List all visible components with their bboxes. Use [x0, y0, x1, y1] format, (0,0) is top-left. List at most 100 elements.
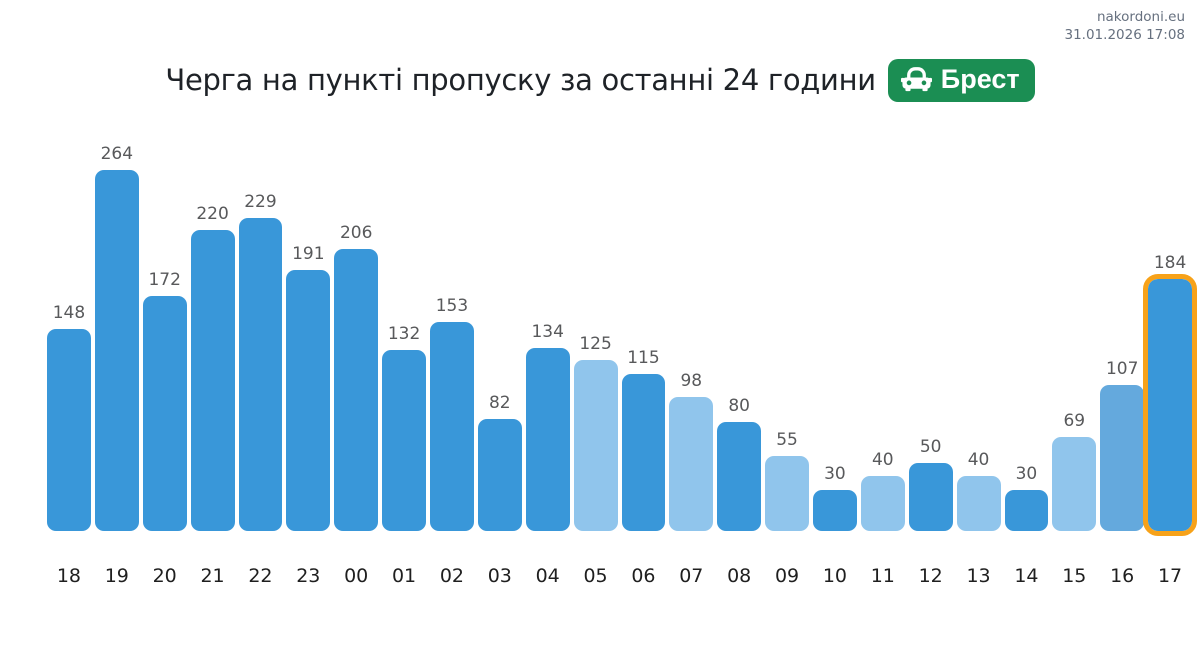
bar-value-label: 69 [1063, 411, 1086, 431]
bar-hour-19[interactable] [94, 170, 139, 531]
bar-value-label: 206 [339, 223, 373, 243]
bar-value-label: 55 [776, 430, 798, 450]
bar-hour-05[interactable] [573, 360, 618, 531]
bar-column: 40 [956, 140, 1001, 531]
bar-value-label: 125 [579, 334, 612, 354]
bar-value-label: 184 [1153, 253, 1187, 273]
bar-value-label: 82 [488, 393, 511, 413]
bar-value-label: 229 [244, 192, 277, 212]
bar-hour-22[interactable] [238, 218, 283, 531]
bar-hour-16[interactable] [1100, 385, 1145, 531]
x-tick-label-16: 16 [1110, 565, 1135, 587]
bar-hour-15[interactable] [1052, 437, 1097, 531]
bar-hour-20[interactable] [142, 296, 187, 531]
bar-hour-11[interactable] [860, 476, 905, 531]
checkpoint-badge-label: Брест [940, 63, 1020, 94]
bar-hour-02[interactable] [430, 322, 474, 531]
bar-column: 115 [621, 140, 666, 531]
site-name: nakordoni.eu [1096, 9, 1185, 25]
bar-value-label: 115 [627, 348, 660, 368]
bar-column: 134 [525, 140, 570, 531]
bar-value-label: 107 [1105, 359, 1139, 379]
bars: 148 264 172 220 229 191 206 132 153 82 134 125 115 98… [47, 140, 1197, 536]
x-axis-labels: 18 19 20 21 22 23 00 01 02 03 04 05 06 07 08 09 10 11 12 13… [47, 565, 1192, 587]
bar-hour-18[interactable] [47, 329, 91, 531]
checkpoint-badge[interactable]: Брест [887, 58, 1035, 102]
bar-column: 30 [1004, 140, 1049, 531]
x-tick-label-15: 15 [1062, 565, 1087, 587]
x-tick-label-22: 22 [248, 565, 273, 587]
chart-title: Черга на пункті пропуску за останні 24 г… [165, 63, 876, 97]
bar-column: 220 [190, 140, 235, 531]
bar-value-label: 220 [196, 204, 229, 224]
bar-column: 98 [669, 140, 714, 531]
x-tick-label-04: 04 [535, 565, 560, 587]
bar-column: 107 [1100, 140, 1145, 531]
bar-column: 172 [142, 140, 187, 531]
bar-value-label: 148 [52, 303, 86, 323]
bar-hour-07[interactable] [669, 397, 714, 531]
x-tick-label-08: 08 [727, 565, 752, 587]
x-tick-label-00: 00 [344, 565, 369, 587]
bar-column: 148 [47, 140, 91, 531]
bar-value-label: 40 [871, 450, 894, 470]
bar-hour-10[interactable] [813, 490, 857, 531]
queue-bar-chart: 148 264 172 220 229 191 206 132 153 82 134 125 115 98… [47, 140, 1197, 587]
title-row: Черга на пункті пропуску за останні 24 г… [0, 55, 1200, 105]
bar-hour-04[interactable] [525, 348, 570, 531]
x-tick-label-02: 02 [439, 565, 465, 587]
bar-value-label: 191 [292, 244, 325, 264]
bar-column: 191 [286, 140, 331, 531]
x-tick-label-21: 21 [200, 565, 225, 587]
bar-column: 132 [382, 140, 426, 531]
bar-hour-03[interactable] [477, 419, 522, 531]
x-tick-label-17: 17 [1157, 565, 1183, 587]
bar-column: 125 [573, 140, 618, 531]
bar-column: 229 [238, 140, 283, 531]
bar-hour-01[interactable] [382, 350, 426, 531]
bar-column: 206 [334, 140, 379, 531]
bar-value-label: 50 [919, 437, 942, 457]
x-tick-label-14: 14 [1014, 565, 1039, 587]
site-info: nakordoni.eu 31.01.2026 17:08 [1065, 8, 1186, 44]
x-tick-label-07: 07 [679, 565, 704, 587]
x-tick-label-01: 01 [391, 565, 417, 587]
bar-hour-13[interactable] [956, 476, 1001, 531]
bar-hour-17[interactable] [1143, 274, 1197, 536]
bar-value-label: 132 [387, 324, 421, 344]
bar-column: 184 [1143, 140, 1197, 536]
x-tick-label-12: 12 [918, 565, 943, 587]
bar-hour-23[interactable] [286, 270, 331, 531]
bar-value-label: 98 [680, 371, 703, 391]
bar-column: 82 [477, 140, 522, 531]
bar-column: 153 [430, 140, 474, 531]
x-tick-label-11: 11 [870, 565, 895, 587]
bar-column: 264 [94, 140, 139, 531]
bar-hour-06[interactable] [621, 374, 666, 531]
bar-value-label: 134 [531, 322, 564, 342]
x-tick-label-09: 09 [774, 565, 800, 587]
bar-hour-21[interactable] [190, 230, 235, 531]
bar-hour-09[interactable] [765, 456, 809, 531]
x-tick-label-19: 19 [104, 565, 129, 587]
bar-hour-08[interactable] [717, 422, 762, 531]
bar-hour-14[interactable] [1004, 490, 1049, 531]
car-icon [900, 66, 932, 92]
bar-hour-00[interactable] [334, 249, 379, 531]
bar-value-label: 80 [728, 396, 750, 416]
x-tick-label-23: 23 [296, 565, 321, 587]
timestamp: 31.01.2026 17:08 [1064, 27, 1186, 43]
bar-column: 50 [908, 140, 953, 531]
bar-value-label: 153 [435, 296, 469, 316]
x-tick-label-20: 20 [152, 565, 177, 587]
bar-column: 69 [1052, 140, 1097, 531]
bar-hour-12[interactable] [908, 463, 953, 531]
bar-value-label: 172 [148, 270, 181, 290]
bar-column: 40 [860, 140, 905, 531]
bar-column: 55 [765, 140, 809, 531]
bar-value-label: 40 [967, 450, 990, 470]
x-tick-label-05: 05 [583, 565, 608, 587]
x-tick-label-18: 18 [56, 565, 82, 587]
bar-value-label: 30 [824, 464, 846, 484]
